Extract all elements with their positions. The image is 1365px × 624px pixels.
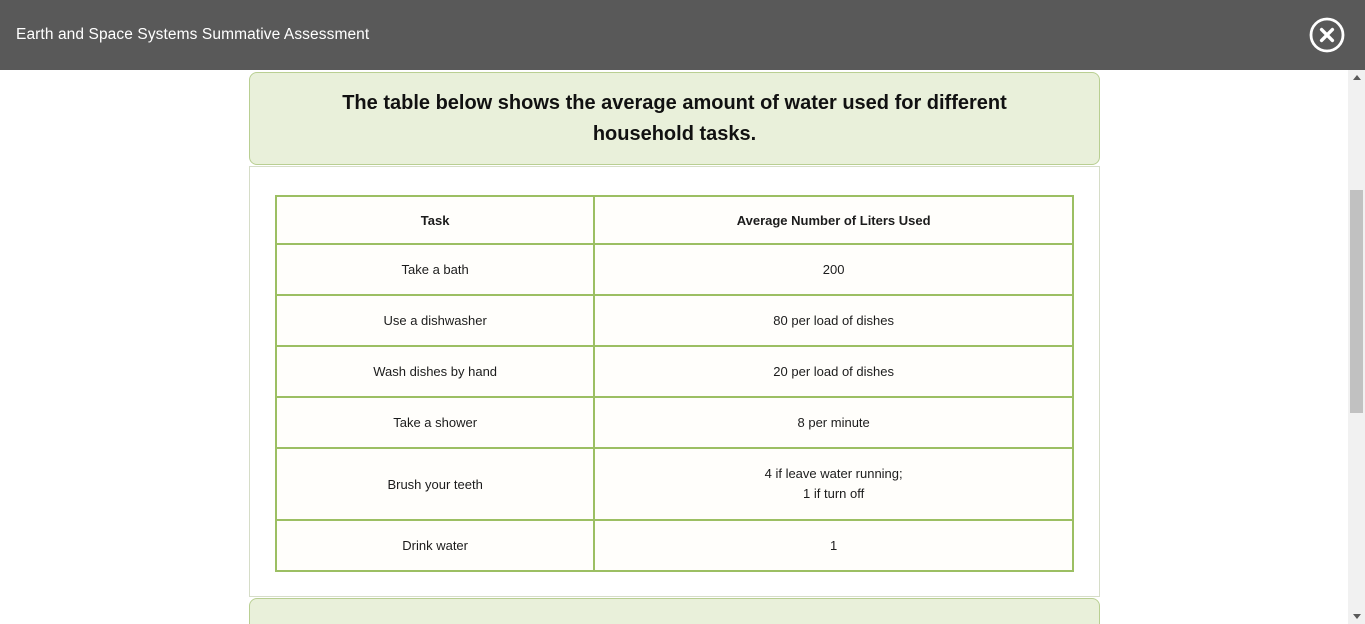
table-row: Brush your teeth 4 if leave water runnin… — [274, 447, 1074, 521]
table-row: Take a bath 200 — [274, 243, 1074, 296]
water-usage-table: Task Average Number of Liters Used Take … — [274, 195, 1074, 572]
vertical-scrollbar[interactable] — [1348, 70, 1365, 624]
task-cell: Drink water — [274, 519, 596, 572]
scrollbar-thumb[interactable] — [1350, 190, 1363, 413]
liters-cell: 80 per load of dishes — [593, 294, 1074, 347]
table-row: Use a dishwasher 80 per load of dishes — [274, 294, 1074, 347]
page-title: Earth and Space Systems Summative Assess… — [16, 26, 370, 43]
task-cell: Wash dishes by hand — [274, 345, 596, 398]
title-bar: Earth and Space Systems Summative Assess… — [0, 0, 1365, 70]
arrow-up-icon — [1352, 75, 1361, 80]
column-header-liters: Average Number of Liters Used — [593, 195, 1074, 245]
table-row: Take a shower 8 per minute — [274, 396, 1074, 449]
column-header-task: Task — [274, 195, 596, 245]
task-cell: Use a dishwasher — [274, 294, 596, 347]
table-row: Drink water 1 — [274, 519, 1074, 572]
table-header-row: Task Average Number of Liters Used — [274, 195, 1074, 245]
instruction-box: The table below shows the average amount… — [249, 72, 1100, 165]
liters-cell: 20 per load of dishes — [593, 345, 1074, 398]
task-cell: Brush your teeth — [274, 447, 596, 521]
liters-cell: 1 — [593, 519, 1074, 572]
task-cell: Take a shower — [274, 396, 596, 449]
table-row: Wash dishes by hand 20 per load of dishe… — [274, 345, 1074, 398]
liters-cell: 200 — [593, 243, 1074, 296]
liters-cell: 8 per minute — [593, 396, 1074, 449]
task-cell: Take a bath — [274, 243, 596, 296]
scroll-down-button[interactable] — [1348, 609, 1365, 624]
liters-cell: 4 if leave water running; 1 if turn off — [593, 447, 1074, 521]
close-button[interactable] — [1308, 16, 1346, 54]
close-icon — [1308, 16, 1346, 54]
arrow-down-icon — [1352, 614, 1361, 619]
instruction-text: The table below shows the average amount… — [342, 91, 1007, 145]
scroll-up-button[interactable] — [1348, 70, 1365, 85]
